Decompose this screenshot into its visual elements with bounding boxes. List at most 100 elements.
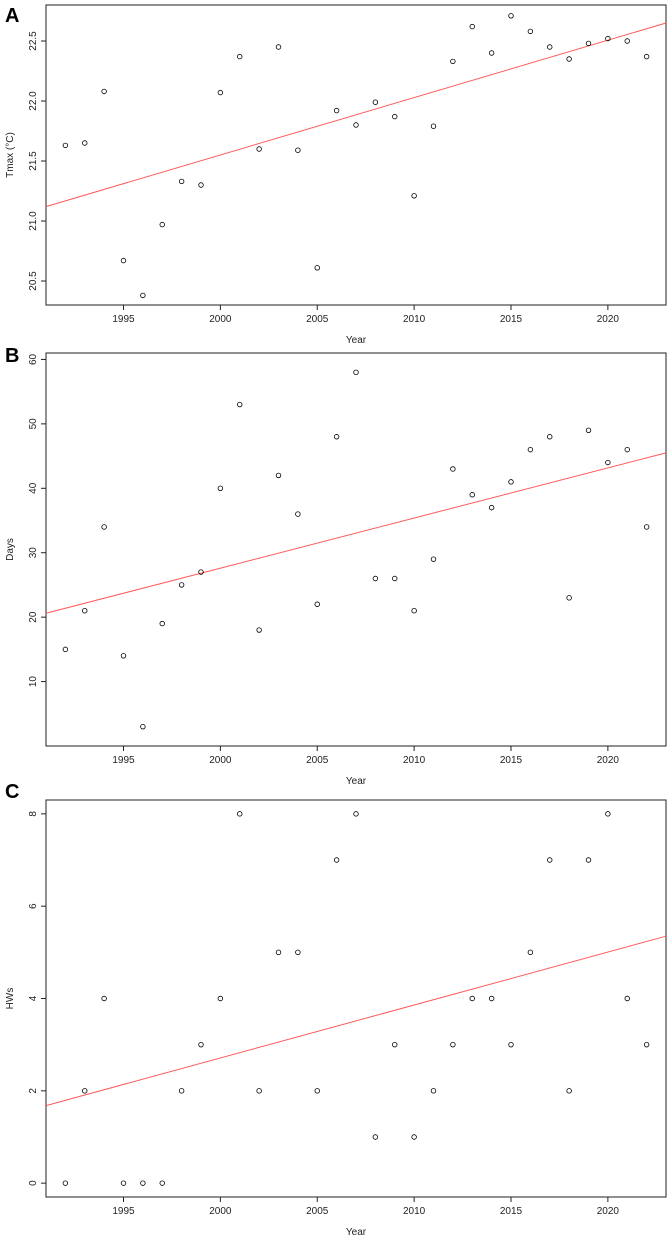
- point-c-2013: [469, 995, 475, 1002]
- x-tick-label-b-1995: 1995: [112, 755, 135, 766]
- panel-b: B 1995 2000 2005 2010 2015 2020 102030405060 …: [5, 345, 667, 787]
- point-b-2014: [488, 504, 495, 511]
- point-a-1996: [140, 292, 146, 299]
- x-tick-label-b-2000: 2000: [209, 755, 232, 766]
- point-a-1997: [159, 221, 165, 228]
- x-tick-label-a-2020: 2020: [597, 314, 620, 325]
- panel-label-b: B: [5, 345, 19, 367]
- point-c-2001: [237, 811, 243, 817]
- y-tick-label-a-4: 22.5: [28, 31, 39, 51]
- point-a-2014: [488, 50, 495, 56]
- point-b-2020: [605, 459, 611, 466]
- point-a-2012: [450, 58, 456, 65]
- point-b-2022: [643, 524, 650, 530]
- y-tick-label-b-5: 60: [28, 353, 39, 365]
- point-b-2000: [217, 485, 224, 491]
- point-a-2001: [237, 53, 243, 60]
- point-c-2021: [624, 995, 630, 1002]
- point-b-1992: [62, 646, 69, 653]
- point-a-2016: [527, 28, 534, 35]
- point-b-2002: [256, 627, 262, 633]
- point-a-2019: [585, 40, 592, 47]
- point-a-2007: [353, 122, 359, 128]
- x-tick-label-c-2005: 2005: [306, 1206, 329, 1217]
- points-a: [62, 13, 650, 299]
- point-c-2020: [605, 811, 611, 817]
- point-c-2018: [566, 1088, 572, 1094]
- x-tick-label-c-2000: 2000: [209, 1206, 232, 1217]
- point-b-2009: [392, 575, 398, 582]
- y-axis-title-a: Tmax (°C): [5, 132, 16, 178]
- point-a-1992: [62, 142, 69, 149]
- point-b-2004: [295, 511, 301, 517]
- point-c-2022: [643, 1041, 650, 1048]
- y-tick-label-c-4: 8: [28, 811, 39, 817]
- y-tick-label-b-3: 40: [28, 482, 39, 494]
- trend-line-a: [45, 22, 667, 208]
- point-c-2003: [275, 949, 282, 956]
- point-c-2012: [450, 1041, 456, 1048]
- point-b-2019: [585, 427, 592, 434]
- x-axis-c: 1995 2000 2005 2010 2015 2020: [112, 1197, 619, 1217]
- y-tick-label-b-0: 10: [28, 676, 39, 688]
- point-c-2019: [585, 857, 592, 863]
- x-tick-label-a-1995: 1995: [112, 314, 135, 325]
- point-c-1993: [82, 1088, 88, 1094]
- x-tick-label-c-1995: 1995: [112, 1206, 135, 1217]
- point-a-2000: [217, 89, 224, 96]
- panel-label-c: C: [5, 781, 19, 803]
- x-axis-b: 1995 2000 2005 2010 2015 2020: [112, 746, 619, 766]
- point-b-2006: [333, 434, 340, 440]
- plot-frame-a: [45, 4, 667, 306]
- x-axis-title-a: Year: [346, 335, 367, 346]
- point-b-2010: [411, 608, 417, 614]
- point-a-2011: [430, 123, 437, 129]
- x-tick-label-b-2015: 2015: [500, 755, 523, 766]
- y-tick-label-a-2: 21.5: [28, 151, 39, 171]
- x-tick-label-c-2020: 2020: [597, 1206, 620, 1217]
- point-c-2002: [256, 1088, 262, 1094]
- point-b-2011: [430, 556, 437, 562]
- point-c-2005: [314, 1088, 320, 1094]
- point-c-2016: [527, 949, 534, 956]
- plot-frame-c: [45, 799, 667, 1198]
- point-b-2001: [237, 401, 243, 408]
- point-a-1995: [120, 257, 127, 264]
- point-b-1999: [198, 569, 204, 575]
- x-tick-label-c-2015: 2015: [500, 1206, 523, 1217]
- x-axis-title-c: Year: [346, 1227, 367, 1238]
- point-b-2007: [353, 369, 359, 376]
- point-a-2022: [643, 53, 650, 60]
- point-a-2005: [314, 265, 320, 271]
- point-a-2020: [605, 35, 611, 42]
- point-a-2015: [508, 13, 514, 19]
- point-b-2003: [275, 472, 282, 479]
- y-axis-a: 20.5 21.0 21.5 22.0 22.5: [28, 31, 46, 291]
- y-tick-label-a-3: 22.0: [28, 91, 39, 111]
- point-a-2018: [566, 56, 572, 62]
- point-b-2005: [314, 601, 320, 607]
- point-a-2009: [392, 113, 398, 120]
- point-c-2009: [392, 1041, 398, 1048]
- point-c-1996: [140, 1180, 146, 1186]
- y-tick-label-b-4: 50: [28, 418, 39, 430]
- x-tick-label-a-2015: 2015: [500, 314, 523, 325]
- point-c-2011: [430, 1088, 437, 1094]
- y-axis-title-c: HWs: [5, 988, 16, 1010]
- point-b-1995: [120, 653, 127, 659]
- point-a-1994: [101, 88, 107, 95]
- point-a-1993: [82, 140, 88, 146]
- x-tick-label-a-2005: 2005: [306, 314, 329, 325]
- point-c-1994: [101, 995, 107, 1002]
- point-a-2021: [624, 38, 630, 44]
- x-tick-label-c-2010: 2010: [403, 1206, 426, 1217]
- y-tick-label-b-2: 30: [28, 547, 39, 559]
- y-tick-label-b-1: 20: [28, 611, 39, 623]
- point-a-2004: [295, 147, 301, 153]
- plot-frame-b: [45, 352, 667, 747]
- point-b-2015: [508, 479, 514, 485]
- x-axis-a: 1995 2000 2005 2010 2015 2020: [112, 305, 619, 325]
- point-a-2013: [469, 23, 475, 30]
- point-c-2008: [372, 1134, 379, 1140]
